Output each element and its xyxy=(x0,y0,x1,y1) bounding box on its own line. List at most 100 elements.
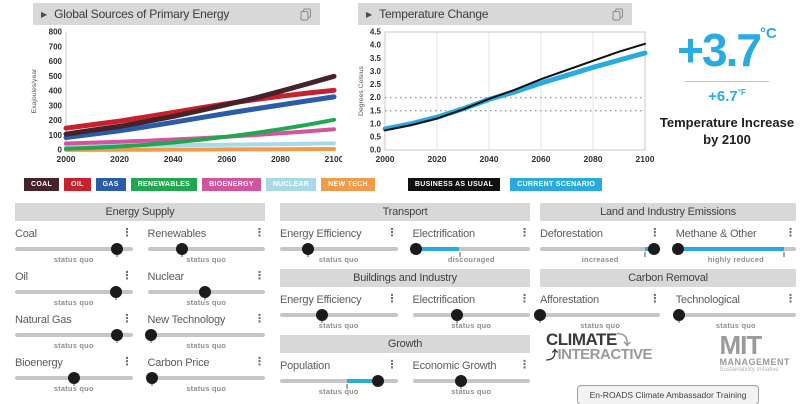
slider-track-natural-gas[interactable] xyxy=(15,329,133,343)
legend-chip-business-as-usual[interactable]: BUSINESS AS USUAL xyxy=(407,178,501,191)
svg-text:0: 0 xyxy=(58,146,63,155)
slider-knob-coal[interactable] xyxy=(111,243,124,255)
kebab-menu-icon[interactable]: ⋮ xyxy=(386,227,398,239)
slider-label-electrification: Electrification xyxy=(412,293,476,306)
slider-track-bioenergy[interactable] xyxy=(15,372,133,386)
legend-chip-oil[interactable]: OIL xyxy=(64,178,91,191)
slider-knob-new-technology[interactable] xyxy=(145,329,158,341)
slider-knob-carbon-price[interactable] xyxy=(146,372,159,384)
section-header-buildings-and-industry: Buildings and Industry xyxy=(280,269,530,287)
slider-track-renewables[interactable] xyxy=(147,243,265,257)
kebab-menu-icon[interactable]: ⋮ xyxy=(121,227,133,239)
slider-track-new-technology[interactable] xyxy=(145,329,265,343)
kebab-menu-icon[interactable]: ⋮ xyxy=(785,293,796,305)
climate-interactive-logo: CLIMATE⤵ ⤴INTERACTIVE xyxy=(546,330,653,364)
legend-chip-bioenergy[interactable]: BIOENERGY xyxy=(202,178,261,191)
temperature-chart-header[interactable]: ▶ Temperature Change xyxy=(358,3,632,25)
legend-chip-gas[interactable]: GAS xyxy=(95,178,126,191)
slider-knob-oil[interactable] xyxy=(110,286,123,298)
legend-chip-renewables[interactable]: RENEWABLES xyxy=(130,178,198,191)
slider-track-energy-efficiency[interactable] xyxy=(280,309,398,323)
slider-knob-bioenergy[interactable] xyxy=(67,372,80,384)
curved-arrow-icon: ⤴ xyxy=(546,348,558,363)
energy-chart-header[interactable]: ▶ Global Sources of Primary Energy xyxy=(33,3,320,25)
slider-knob-renewables[interactable] xyxy=(175,243,188,255)
slider-track-technological[interactable] xyxy=(673,309,796,323)
slider-status-economic-growth: status quo xyxy=(451,387,492,396)
copy-chart-icon[interactable] xyxy=(300,8,312,21)
kebab-menu-icon[interactable]: ⋮ xyxy=(785,227,796,239)
slider-status-methane-other: highly reduced xyxy=(707,255,764,264)
slider-track-nuclear[interactable] xyxy=(147,286,265,300)
svg-text:600: 600 xyxy=(49,57,63,66)
kebab-menu-icon[interactable]: ⋮ xyxy=(519,227,530,239)
slider-status-electrification: status quo xyxy=(451,321,492,330)
slider-knob-methane-other[interactable] xyxy=(672,243,685,255)
slider-label-population: Population xyxy=(280,359,330,372)
slider-carbon-price: Carbon Price ⋮ status quo xyxy=(146,355,265,393)
slider-track-deforestation[interactable] xyxy=(540,243,661,257)
kebab-menu-icon[interactable]: ⋮ xyxy=(121,313,133,325)
svg-text:500: 500 xyxy=(49,72,63,81)
svg-text:Degrees Celsius: Degrees Celsius xyxy=(358,65,365,115)
temperature-celsius-value: +3.7°C xyxy=(677,24,777,76)
slider-status-carbon-price: status quo xyxy=(186,384,227,393)
slider-knob-technological[interactable] xyxy=(673,309,686,321)
section-header-growth: Growth xyxy=(280,335,530,353)
kebab-menu-icon[interactable]: ⋮ xyxy=(121,270,133,282)
legend-chip-nuclear[interactable]: NUCLEAR xyxy=(265,178,317,191)
kebab-menu-icon[interactable]: ⋮ xyxy=(386,293,398,305)
kebab-menu-icon[interactable]: ⋮ xyxy=(254,270,265,282)
slider-track-coal[interactable] xyxy=(15,243,133,257)
slider-knob-energy-efficiency[interactable] xyxy=(302,243,315,255)
kebab-menu-icon[interactable]: ⋮ xyxy=(519,359,530,371)
slider-track-afforestation[interactable] xyxy=(534,309,661,323)
slider-track-carbon-price[interactable] xyxy=(146,372,265,386)
slider-knob-electrification[interactable] xyxy=(451,309,464,321)
slider-knob-deforestation[interactable] xyxy=(648,243,661,255)
slider-label-deforestation: Deforestation xyxy=(540,227,603,240)
kebab-menu-icon[interactable]: ⋮ xyxy=(254,313,265,325)
ambassador-training-button[interactable]: En-ROADS Climate Ambassador Training xyxy=(576,385,760,404)
svg-text:1.0: 1.0 xyxy=(370,119,382,128)
copy-chart-icon[interactable] xyxy=(612,8,624,21)
legend-chip-current-scenario[interactable]: CURRENT SCENARIO xyxy=(510,178,603,191)
slider-track-economic-growth[interactable] xyxy=(412,375,530,389)
slider-track-methane-other[interactable] xyxy=(672,243,796,257)
kebab-menu-icon[interactable]: ⋮ xyxy=(649,227,661,239)
slider-track-oil[interactable] xyxy=(15,286,133,300)
slider-status-new-technology: status quo xyxy=(186,341,227,350)
slider-track-electrification[interactable] xyxy=(410,243,530,257)
kebab-menu-icon[interactable]: ⋮ xyxy=(121,356,133,368)
slider-knob-economic-growth[interactable] xyxy=(454,375,467,387)
kebab-menu-icon[interactable]: ⋮ xyxy=(386,359,398,371)
slider-knob-energy-efficiency[interactable] xyxy=(316,309,329,321)
kebab-menu-icon[interactable]: ⋮ xyxy=(254,356,265,368)
slider-row: Energy Efficiency ⋮ status quo Electrificat… xyxy=(280,226,530,264)
slider-track-energy-efficiency[interactable] xyxy=(280,243,398,257)
kebab-menu-icon[interactable]: ⋮ xyxy=(519,293,530,305)
slider-track-population[interactable] xyxy=(280,375,398,389)
kebab-menu-icon[interactable]: ⋮ xyxy=(254,227,265,239)
mit-management-logo: MIT MANAGEMENT Sustainability Initiative xyxy=(719,330,790,373)
svg-text:2020: 2020 xyxy=(110,154,129,164)
slider-row: Coal ⋮ status quo Renewables ⋮ status quo xyxy=(15,226,265,264)
legend-chip-coal[interactable]: COAL xyxy=(24,178,60,191)
slider-knob-electrification[interactable] xyxy=(410,243,423,255)
kebab-menu-icon[interactable]: ⋮ xyxy=(649,293,661,305)
legend-chip-new-tech[interactable]: NEW TECH xyxy=(321,178,375,191)
slider-knob-natural-gas[interactable] xyxy=(111,329,124,341)
slider-knob-population[interactable] xyxy=(371,375,384,387)
svg-text:2000: 2000 xyxy=(57,154,76,164)
svg-text:2.0: 2.0 xyxy=(370,93,382,102)
slider-knob-afforestation[interactable] xyxy=(534,309,546,321)
svg-text:3.0: 3.0 xyxy=(370,67,382,76)
temperature-fahrenheit-value: +6.7°F xyxy=(708,88,746,105)
slider-track-electrification[interactable] xyxy=(412,309,530,323)
slider-knob-nuclear[interactable] xyxy=(199,286,212,298)
svg-text:2020: 2020 xyxy=(428,154,447,164)
slider-status-renewables: status quo xyxy=(186,255,227,264)
slider-label-technological: Technological xyxy=(675,293,740,306)
slider-label-electrification: Electrification xyxy=(412,227,476,240)
